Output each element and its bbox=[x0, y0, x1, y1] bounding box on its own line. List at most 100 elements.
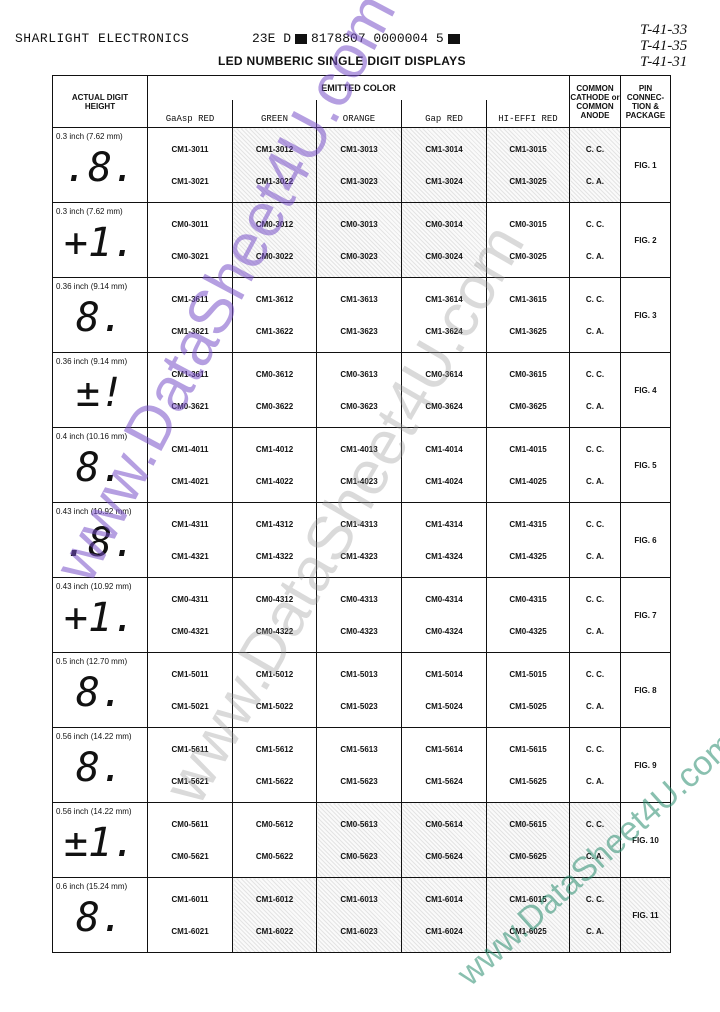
common-anode: C. A. bbox=[586, 926, 604, 936]
color-header: ORANGE bbox=[316, 100, 402, 128]
part-number: CM1-6022 bbox=[255, 926, 294, 936]
part-number: CM0-3014 bbox=[425, 219, 463, 229]
part-cell: CM1-3615 CM1-3625 bbox=[486, 277, 570, 353]
page-title: LED NUMBERIC SINGLE DIGIT DISPLAYS bbox=[218, 54, 466, 68]
part-number: CM0-4313 bbox=[340, 594, 378, 604]
part-number: CM0-3612 bbox=[255, 369, 294, 379]
part-number: CM0-3025 bbox=[509, 251, 547, 261]
table-row: 0.5 inch (12.70 mm) 8. CM1-5011 CM1-5021 CM1… bbox=[52, 652, 671, 728]
part-number: CM1-4013 bbox=[340, 444, 378, 454]
part-number: CM1-5024 bbox=[425, 701, 463, 711]
common-anode: C. A. bbox=[586, 626, 604, 636]
part-number: CM1-4015 bbox=[509, 444, 547, 454]
table-row: 0.3 inch (7.62 mm) .8. CM1-3011 CM1-3021 CM1… bbox=[52, 127, 671, 203]
part-number: CM0-3624 bbox=[425, 401, 463, 411]
part-number: CM1-3624 bbox=[425, 326, 463, 336]
table-row: 0.3 inch (7.62 mm) +1. CM0-3011 CM0-3021 CM0… bbox=[52, 202, 671, 278]
digit-glyph: ±1. bbox=[63, 820, 137, 866]
part-number: CM0-3012 bbox=[255, 219, 294, 229]
doc-code: T-41-35 bbox=[640, 38, 688, 54]
part-number: CM0-5623 bbox=[340, 851, 378, 861]
part-number: CM1-5015 bbox=[509, 669, 547, 679]
part-cell: CM0-5613 CM0-5623 bbox=[316, 802, 402, 878]
common-cathode: C. C. bbox=[585, 219, 605, 229]
part-number: CM1-6025 bbox=[509, 926, 547, 936]
part-number: CM1-4311 bbox=[171, 519, 209, 529]
part-number: CM1-5013 bbox=[340, 669, 378, 679]
part-cell: CM1-5012 CM1-5022 bbox=[232, 652, 317, 728]
part-cell: CM1-5011 CM1-5021 bbox=[147, 652, 233, 728]
part-number: CM0-3022 bbox=[255, 251, 294, 261]
part-number: CM1-5622 bbox=[255, 776, 294, 786]
figure-ref: FIG. 2 bbox=[620, 202, 671, 278]
digit-glyph: 8. bbox=[75, 670, 125, 716]
common-cathode: C. C. bbox=[585, 669, 605, 679]
digit-height: 0.5 inch (12.70 mm) bbox=[56, 657, 128, 666]
part-number: CM0-3623 bbox=[340, 401, 378, 411]
part-number: CM0-3615 bbox=[509, 369, 547, 379]
color-header: GREEN bbox=[232, 100, 317, 128]
part-cell: CM1-6015 CM1-6025 bbox=[486, 877, 570, 953]
part-cell: CM1-4313 CM1-4323 bbox=[316, 502, 402, 578]
common-type-cell: C. C. C. A. bbox=[569, 802, 621, 878]
part-number: CM1-3621 bbox=[171, 326, 209, 336]
code-number: 8178807 0000004 5 bbox=[311, 31, 444, 46]
part-cell: CM1-3012 CM1-3022 bbox=[232, 127, 317, 203]
part-number: CM0-3613 bbox=[340, 369, 378, 379]
figure-ref: FIG. 8 bbox=[620, 652, 671, 728]
part-number: CM1-6014 bbox=[425, 894, 463, 904]
common-anode: C. A. bbox=[586, 701, 604, 711]
common-type-cell: C. C. C. A. bbox=[569, 877, 621, 953]
part-number: CM0-4325 bbox=[509, 626, 547, 636]
part-cell: CM1-5611 CM1-5621 bbox=[147, 727, 233, 803]
part-number: CM0-3011 bbox=[171, 219, 209, 229]
height-cell: 0.56 inch (14.22 mm) ±1. bbox=[52, 802, 148, 878]
common-cathode: C. C. bbox=[585, 294, 605, 304]
part-cell: CM0-3012 CM0-3022 bbox=[232, 202, 317, 278]
part-number: CM1-4323 bbox=[340, 551, 378, 561]
height-header: ACTUAL DIGIT HEIGHT bbox=[52, 75, 148, 128]
table-row: 0.36 inch (9.14 mm) ±! CM1-3611 CM0-3621 CM0… bbox=[52, 352, 671, 428]
table-row: 0.56 inch (14.22 mm) ±1. CM0-5611 CM0-5621 C… bbox=[52, 802, 671, 878]
part-cell: CM1-4011 CM1-4021 bbox=[147, 427, 233, 503]
part-number: CM1-6024 bbox=[425, 926, 463, 936]
part-number: CM1-5621 bbox=[171, 776, 209, 786]
part-number: CM1-3614 bbox=[425, 294, 463, 304]
digit-height: 0.36 inch (9.14 mm) bbox=[56, 282, 128, 291]
digit-height: 0.56 inch (14.22 mm) bbox=[56, 807, 132, 816]
digit-glyph: 8. bbox=[75, 445, 125, 491]
figure-ref: FIG. 10 bbox=[620, 802, 671, 878]
part-number: CM1-3615 bbox=[509, 294, 547, 304]
part-number: CM0-4311 bbox=[171, 594, 209, 604]
common-anode: C. A. bbox=[586, 851, 604, 861]
part-number: CM1-4024 bbox=[425, 476, 463, 486]
digit-glyph: 8. bbox=[75, 745, 125, 791]
part-number: CM1-5021 bbox=[171, 701, 209, 711]
part-number: CM1-3015 bbox=[509, 144, 547, 154]
figure-ref: FIG. 4 bbox=[620, 352, 671, 428]
height-cell: 0.43 inch (10.92 mm) .8. bbox=[52, 502, 148, 578]
part-cell: CM1-4315 CM1-4325 bbox=[486, 502, 570, 578]
part-number: CM0-3015 bbox=[509, 219, 547, 229]
figure-ref: FIG. 5 bbox=[620, 427, 671, 503]
height-cell: 0.3 inch (7.62 mm) +1. bbox=[52, 202, 148, 278]
digit-glyph: .8. bbox=[63, 145, 137, 191]
height-cell: 0.6 inch (15.24 mm) 8. bbox=[52, 877, 148, 953]
part-number: CM0-3621 bbox=[171, 401, 209, 411]
height-cell: 0.36 inch (9.14 mm) ±! bbox=[52, 352, 148, 428]
part-number: CM1-3611 bbox=[171, 294, 209, 304]
part-number: CM1-4021 bbox=[171, 476, 209, 486]
part-number: CM1-4022 bbox=[255, 476, 294, 486]
part-number: CM1-3625 bbox=[509, 326, 547, 336]
part-number: CM0-4324 bbox=[425, 626, 463, 636]
digit-height: 0.43 inch (10.92 mm) bbox=[56, 507, 132, 516]
part-number: CM0-3023 bbox=[340, 251, 378, 261]
figure-ref: FIG. 3 bbox=[620, 277, 671, 353]
color-header: Gap RED bbox=[401, 100, 487, 128]
height-cell: 0.5 inch (12.70 mm) 8. bbox=[52, 652, 148, 728]
part-number: CM1-6015 bbox=[509, 894, 547, 904]
common-cathode: C. C. bbox=[585, 144, 605, 154]
part-cell: CM1-6012 CM1-6022 bbox=[232, 877, 317, 953]
part-cell: CM1-5614 CM1-5624 bbox=[401, 727, 487, 803]
part-number: CM1-4315 bbox=[509, 519, 547, 529]
